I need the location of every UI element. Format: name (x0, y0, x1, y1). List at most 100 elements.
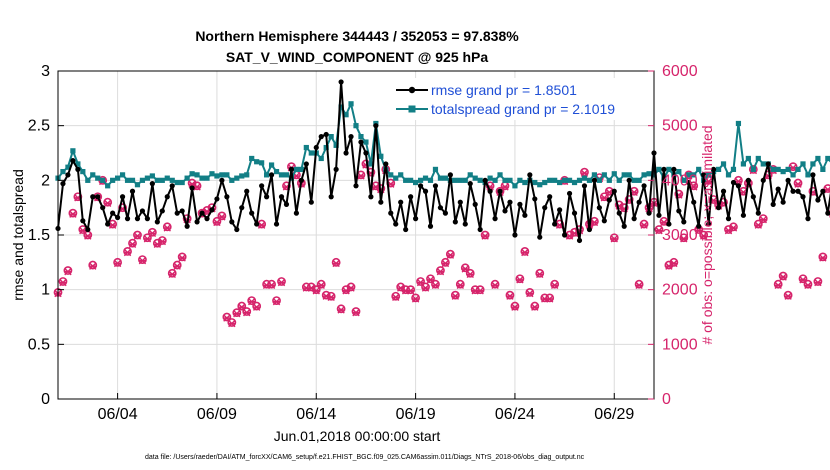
rmse-point (755, 210, 761, 216)
rmse-point (780, 199, 786, 205)
rmse-point (288, 166, 295, 172)
rmse-point (234, 226, 240, 233)
obs-assimilated-point (466, 270, 475, 279)
rmse-point (715, 205, 722, 211)
x-tick-label: 06/29 (594, 406, 634, 423)
totalspread-point (115, 175, 121, 181)
rmse-point (616, 210, 622, 216)
legend-rmse-label: rmse grand pr = 1.8501 (431, 82, 577, 98)
totalspread-point (427, 177, 434, 183)
rmse-point (720, 188, 727, 194)
rmse-point (522, 212, 528, 218)
obs-possible-point (505, 290, 515, 300)
rmse-point (70, 158, 76, 164)
totalspread-point (393, 175, 399, 181)
totalspread-point (422, 175, 429, 181)
totalspread-point (626, 172, 632, 178)
totalspread-point (646, 171, 652, 177)
totalspread-point (472, 175, 478, 181)
totalspread-point (532, 179, 538, 186)
totalspread-point (105, 183, 111, 189)
totalspread-point (328, 134, 334, 140)
totalspread-point (254, 159, 260, 165)
rmse-point (214, 196, 220, 202)
obs-assimilated-point (352, 308, 360, 317)
rmse-point (636, 199, 642, 205)
rmse-point (676, 208, 682, 214)
rmse-point (194, 219, 200, 225)
totalspread-point (85, 177, 91, 183)
rmse-point (512, 232, 518, 238)
obs-assimilated-point (774, 281, 783, 289)
obs-possible-point (753, 219, 763, 229)
obs-possible-point (778, 271, 788, 281)
x-tick-label: 06/09 (197, 406, 237, 423)
totalspread-point (750, 166, 756, 172)
obs-possible-point (609, 233, 619, 243)
totalspread-point (745, 155, 751, 162)
totalspread-point (497, 172, 503, 178)
obs-assimilated-point (332, 259, 341, 268)
rmse-point (810, 172, 816, 178)
obs-possible-point (634, 279, 644, 289)
y-tick-label: 0.5 (28, 336, 50, 353)
obs-possible-point (426, 274, 435, 284)
totalspread-point (591, 172, 597, 178)
obs-assimilated-point (813, 278, 822, 287)
totalspread-point (249, 155, 255, 162)
totalspread-point (576, 177, 583, 183)
legend: rmse grand pr = 1.8501 totalspread grand… (393, 78, 651, 120)
obs-assimilated-point (654, 226, 663, 235)
rmse-point (447, 172, 453, 178)
totalspread-point (149, 173, 155, 179)
rmse-point (581, 183, 588, 189)
totalspread-point (388, 172, 394, 178)
obs-possible-point (133, 230, 142, 240)
obs-possible-point (520, 246, 530, 256)
obs-assimilated-point (63, 267, 72, 276)
rmse-point (497, 188, 503, 194)
rmse-point (477, 226, 483, 233)
totalspread-point (353, 123, 359, 129)
rmse-point (184, 223, 190, 229)
totalspread-point (666, 166, 672, 172)
totalspread-point (358, 134, 364, 140)
obs-possible-point (803, 279, 813, 289)
obs-assimilated-point (178, 254, 187, 262)
obs-assimilated-point (818, 254, 827, 262)
obs-assimilated-point (113, 259, 122, 268)
chart-title: Northern Hemisphere 344443 / 352053 = 97… (195, 28, 519, 44)
rmse-point (442, 210, 448, 216)
totalspread-point (95, 175, 101, 181)
obs-possible-point (793, 178, 803, 188)
x-tick-label: 06/14 (296, 406, 336, 423)
rmse-point (661, 166, 667, 172)
obs-possible-point (515, 274, 525, 284)
obs-assimilated-point (158, 237, 167, 246)
obs-assimilated-point (525, 289, 534, 298)
legend-box (393, 78, 651, 120)
rmse-point (373, 123, 379, 129)
totalspread-point (800, 161, 806, 167)
obs-possible-point (68, 208, 78, 218)
rmse-point (562, 232, 568, 238)
totalspread-point (686, 172, 692, 178)
y-tick-label: 2.5 (28, 118, 50, 135)
rmse-point (273, 221, 280, 227)
totalspread-point (174, 179, 180, 186)
totalspread-point (264, 172, 270, 178)
totalspread-point (234, 175, 240, 181)
rmse-point (725, 216, 732, 222)
totalspread-point (368, 161, 374, 167)
rmse-point (303, 161, 309, 167)
rmse-point (457, 199, 463, 205)
obs-assimilated-point (242, 308, 251, 317)
obs-possible-point (823, 184, 830, 193)
obs-possible-point (460, 263, 470, 273)
obs-assimilated-point (138, 256, 147, 265)
totalspread-point (298, 166, 304, 172)
totalspread-point (740, 161, 746, 167)
obs-possible-point (391, 291, 401, 301)
rmse-point (805, 216, 811, 222)
obs-assimilated-point (580, 169, 589, 177)
